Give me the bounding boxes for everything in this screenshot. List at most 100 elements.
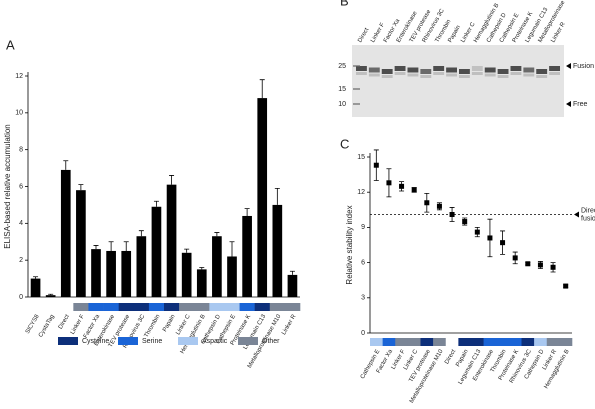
error-bar <box>399 181 405 192</box>
y-tick-label: 8 <box>19 147 23 154</box>
legend-swatch <box>178 337 198 345</box>
legend-swatch <box>118 337 138 345</box>
gel-band-faint <box>356 72 367 75</box>
y-axis-label: Relative stability index <box>345 205 354 284</box>
gel-band-faint <box>381 75 393 78</box>
error-bar <box>274 187 280 205</box>
bar <box>76 190 86 297</box>
error-bar <box>214 232 220 237</box>
class-strip <box>370 338 383 346</box>
band-arrow <box>566 101 571 107</box>
legend-swatch <box>238 337 258 345</box>
class-strip <box>254 303 271 311</box>
error-bar <box>63 160 69 170</box>
gel-band-faint <box>368 73 380 77</box>
class-strip <box>28 303 44 311</box>
error-bar <box>93 245 99 250</box>
y-tick-label: 4 <box>19 220 23 227</box>
y-tick-label: 6 <box>361 259 365 266</box>
class-strip <box>179 303 195 311</box>
band-arrow <box>566 63 571 69</box>
class-strip <box>458 338 472 346</box>
gel-band-faint <box>523 73 535 77</box>
marker-label: 25 <box>338 63 346 70</box>
gel-band-faint <box>510 72 522 75</box>
class-strip <box>73 303 89 311</box>
error-bar <box>184 248 190 253</box>
legend-label: Aspartic <box>202 338 228 345</box>
marker-label: 15 <box>338 86 346 93</box>
class-strip <box>118 303 135 311</box>
gel-band <box>394 66 406 71</box>
x-tick-label: Cathepsin E <box>360 349 382 380</box>
gel-background <box>352 45 564 117</box>
gel-band-faint <box>433 72 445 75</box>
bar <box>91 249 101 297</box>
bar <box>227 256 237 297</box>
class-strip <box>194 303 210 311</box>
gel-band <box>433 66 445 71</box>
error-bar <box>563 284 569 288</box>
class-strip <box>483 338 497 346</box>
bar <box>196 269 207 297</box>
gel-band-faint <box>497 75 509 78</box>
bar <box>272 204 283 297</box>
bar <box>60 169 71 297</box>
x-tick-label: Linker R <box>281 313 298 336</box>
y-tick-label: 10 <box>15 110 23 117</box>
x-tick-label: SlCYS8 <box>25 313 41 335</box>
y-tick-label: 3 <box>361 295 365 302</box>
gel-band <box>420 69 432 74</box>
reference-arrow <box>574 211 579 218</box>
error-bar <box>108 241 114 251</box>
gel-band <box>407 67 419 73</box>
y-tick-label: 6 <box>19 183 23 190</box>
y-tick-label: 0 <box>361 330 365 337</box>
class-strip <box>496 338 510 346</box>
gel-band-faint <box>407 73 419 77</box>
bar <box>136 236 147 297</box>
class-strip <box>471 338 484 346</box>
class-strip <box>133 303 150 311</box>
class-strip <box>148 303 165 311</box>
x-tick-label: Linker F <box>70 314 86 336</box>
gel-band-faint <box>536 75 548 78</box>
panel-label: B <box>340 0 349 8</box>
reference-label: fusion <box>581 215 595 222</box>
error-bar <box>78 184 84 191</box>
bar <box>30 278 41 297</box>
class-strip <box>58 303 74 311</box>
legend-swatch <box>58 337 78 345</box>
gel-band <box>471 66 483 71</box>
gel-band <box>446 67 457 73</box>
error-bar <box>500 230 506 255</box>
gel-band <box>510 66 522 71</box>
error-bar <box>474 227 480 238</box>
y-tick-label: 15 <box>357 154 365 161</box>
x-tick-label: Thrombin <box>144 314 162 339</box>
class-strip <box>433 338 447 346</box>
error-bar <box>259 79 265 99</box>
gel-band <box>523 67 535 73</box>
class-strip <box>445 338 459 346</box>
gel-band-faint <box>459 75 470 78</box>
marker-label: 10 <box>338 101 346 108</box>
gel-band-faint <box>394 72 406 75</box>
gel-band-faint <box>471 72 483 75</box>
error-bar <box>123 241 129 251</box>
x-tick-label: CystaTag <box>38 314 56 339</box>
reference-label: Direct <box>581 207 595 214</box>
error-bar <box>138 230 144 237</box>
bar <box>106 250 116 297</box>
gel-band-faint <box>484 73 496 77</box>
legend-label: Serine <box>142 338 162 345</box>
class-strip <box>395 338 409 346</box>
legend-label: Other <box>262 338 280 345</box>
bar <box>242 215 252 297</box>
bar <box>257 98 268 297</box>
error-bar <box>512 251 518 265</box>
error-bar <box>449 207 455 222</box>
class-strip <box>546 338 560 346</box>
gel-band <box>497 69 509 74</box>
panel-label: C <box>340 136 349 151</box>
